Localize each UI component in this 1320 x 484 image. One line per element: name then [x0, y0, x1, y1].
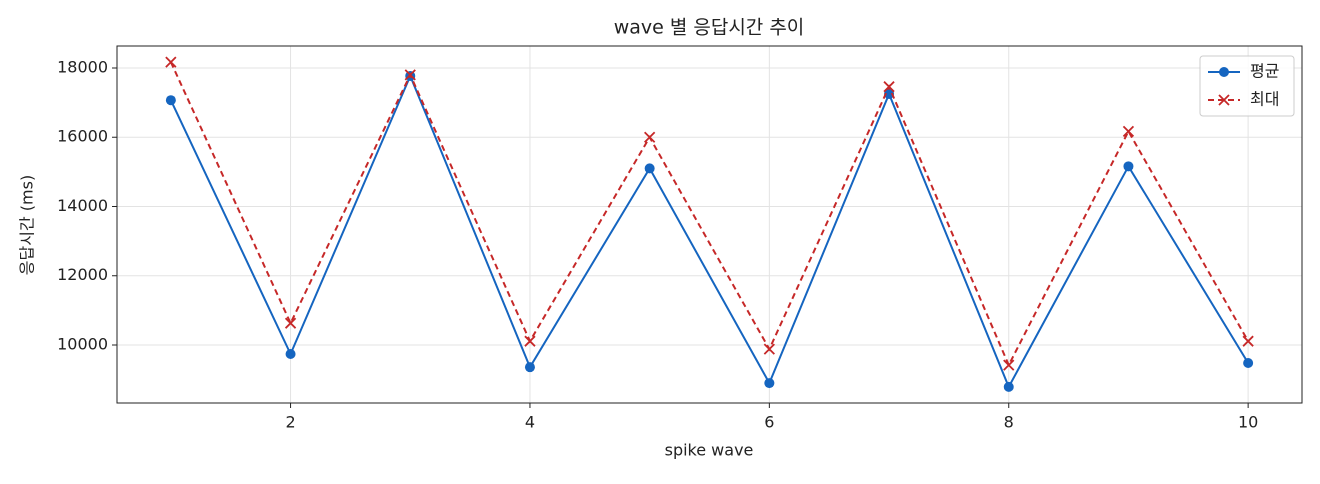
legend-label: 평균 — [1250, 62, 1279, 81]
legend-marker — [1219, 67, 1229, 77]
data-point — [644, 163, 655, 174]
x-axis-label: spike wave — [665, 441, 754, 460]
x-tick-label: 4 — [525, 413, 535, 432]
data-point — [883, 81, 895, 93]
data-point — [1003, 359, 1015, 371]
data-point — [285, 349, 296, 360]
series-line — [169, 61, 1250, 368]
data-point — [165, 95, 176, 106]
series-line — [169, 73, 1249, 390]
legend-label: 최대 — [1250, 90, 1279, 109]
x-tick-label: 8 — [1004, 413, 1014, 432]
plot-frame — [116, 45, 1303, 404]
data-point — [1123, 161, 1134, 172]
legend-frame — [1199, 55, 1295, 117]
data-point — [524, 362, 535, 373]
data-point — [1122, 125, 1135, 137]
y-tick-label: 16000 — [57, 127, 108, 146]
data-point — [764, 378, 775, 389]
data-point — [884, 88, 895, 99]
x-tick-label: 6 — [764, 413, 774, 432]
data-point — [524, 335, 536, 347]
data-point — [404, 69, 416, 81]
chart-title: wave 별 응답시간 추이 — [614, 17, 805, 39]
data-point — [1243, 358, 1254, 369]
y-tick-label: 14000 — [57, 196, 108, 215]
data-point — [1003, 381, 1014, 392]
x-tick-label: 10 — [1238, 413, 1258, 432]
data-point — [763, 343, 775, 355]
y-tick-label: 10000 — [57, 335, 108, 354]
data-point — [644, 131, 656, 143]
y-tick-label: 12000 — [57, 265, 108, 284]
data-point — [1242, 335, 1254, 347]
y-axis-label: 응답시간 (ms) — [18, 175, 37, 275]
data-point — [165, 56, 177, 68]
y-tick-label: 18000 — [57, 57, 108, 76]
x-tick-label: 2 — [285, 413, 295, 432]
legend-marker — [1218, 94, 1230, 106]
data-point — [284, 317, 297, 329]
